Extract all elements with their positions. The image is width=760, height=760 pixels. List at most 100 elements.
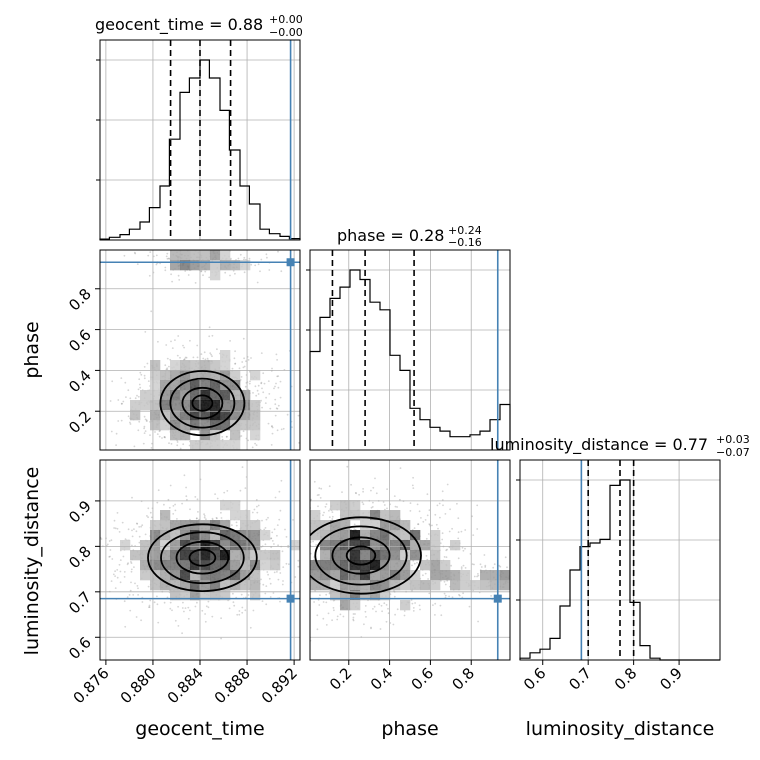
sample-point — [281, 562, 283, 564]
sample-point — [119, 581, 122, 584]
sample-point — [134, 252, 137, 255]
sample-point — [464, 529, 467, 531]
sample-point — [576, 581, 578, 583]
sample-point — [238, 458, 240, 460]
sample-point — [267, 422, 270, 425]
sample-point — [178, 461, 180, 463]
sample-point — [277, 250, 279, 253]
sample-point — [305, 579, 307, 581]
sample-point — [435, 523, 438, 526]
sample-point — [279, 509, 282, 512]
sample-point — [174, 339, 176, 341]
density-cell — [310, 560, 321, 571]
density-cell — [180, 250, 191, 261]
sample-point — [276, 538, 278, 540]
sample-point — [127, 562, 129, 565]
sample-point — [375, 492, 378, 495]
sample-point — [270, 458, 272, 460]
sample-point — [145, 420, 148, 422]
sample-point — [138, 420, 141, 423]
sample-point — [143, 415, 146, 418]
sample-point — [204, 452, 206, 454]
sample-point — [539, 566, 541, 568]
sample-point — [263, 528, 266, 531]
density-cell — [190, 580, 201, 591]
sample-point — [306, 553, 308, 555]
sample-point — [154, 431, 156, 433]
sample-point — [133, 251, 136, 254]
sample-point — [427, 578, 429, 580]
sample-point — [181, 607, 184, 609]
sample-point — [147, 516, 150, 519]
sample-point — [149, 599, 152, 602]
sample-point — [441, 538, 444, 541]
density-cell — [210, 530, 221, 541]
density-cell — [340, 550, 351, 561]
sample-point — [121, 521, 124, 524]
sample-point — [361, 501, 364, 504]
sample-point — [275, 542, 277, 544]
density-cell — [400, 530, 411, 541]
density-cell — [330, 560, 341, 571]
density-cell — [360, 590, 371, 601]
sample-point — [270, 537, 272, 540]
sample-point — [170, 443, 173, 445]
sample-point — [200, 270, 203, 272]
sample-point — [284, 528, 286, 531]
density-cell — [380, 580, 391, 591]
sample-point — [259, 270, 261, 273]
sample-point — [462, 549, 465, 552]
sample-point — [164, 266, 167, 269]
sample-point — [285, 536, 288, 538]
sample-point — [371, 506, 374, 508]
sample-point — [531, 585, 533, 587]
density-cell — [240, 390, 251, 401]
sample-point — [439, 604, 442, 607]
sample-point — [362, 488, 364, 490]
sample-point — [271, 367, 273, 370]
sample-point — [365, 616, 367, 618]
sample-point — [284, 552, 286, 554]
sample-point — [170, 273, 173, 276]
sample-point — [457, 517, 460, 520]
sample-point — [139, 371, 142, 374]
sample-point — [512, 588, 514, 590]
sample-point — [277, 544, 279, 547]
sample-point — [170, 340, 172, 343]
sample-point — [413, 562, 416, 565]
sample-point — [274, 578, 276, 580]
density-cell — [140, 390, 151, 401]
sample-point — [223, 477, 225, 479]
sample-point — [123, 600, 126, 603]
density-cell — [390, 580, 401, 591]
density-cell — [320, 540, 331, 551]
density-cell — [230, 550, 241, 561]
density-cell — [380, 570, 391, 581]
sample-point — [255, 444, 258, 446]
sample-point — [515, 520, 517, 522]
sample-point — [303, 567, 305, 569]
sample-point — [114, 527, 117, 530]
sample-point — [444, 583, 447, 586]
sample-point — [473, 563, 475, 566]
sample-point — [236, 613, 239, 616]
density-cell — [200, 530, 211, 541]
density-cell — [400, 580, 411, 591]
sample-point — [325, 601, 328, 604]
sample-point — [229, 274, 231, 277]
sample-point — [233, 604, 236, 607]
density-cell — [210, 590, 221, 601]
sample-point — [145, 419, 148, 422]
sample-point — [417, 523, 419, 526]
sample-point — [355, 492, 357, 495]
density-cell — [330, 540, 341, 551]
sample-point — [302, 560, 304, 562]
sample-point — [282, 566, 285, 568]
sample-point — [498, 564, 501, 567]
density-cell — [150, 360, 161, 371]
sample-point — [279, 600, 281, 603]
sample-point — [322, 617, 325, 620]
sample-point — [295, 587, 297, 589]
sample-point — [477, 620, 479, 623]
sample-point — [266, 605, 268, 607]
